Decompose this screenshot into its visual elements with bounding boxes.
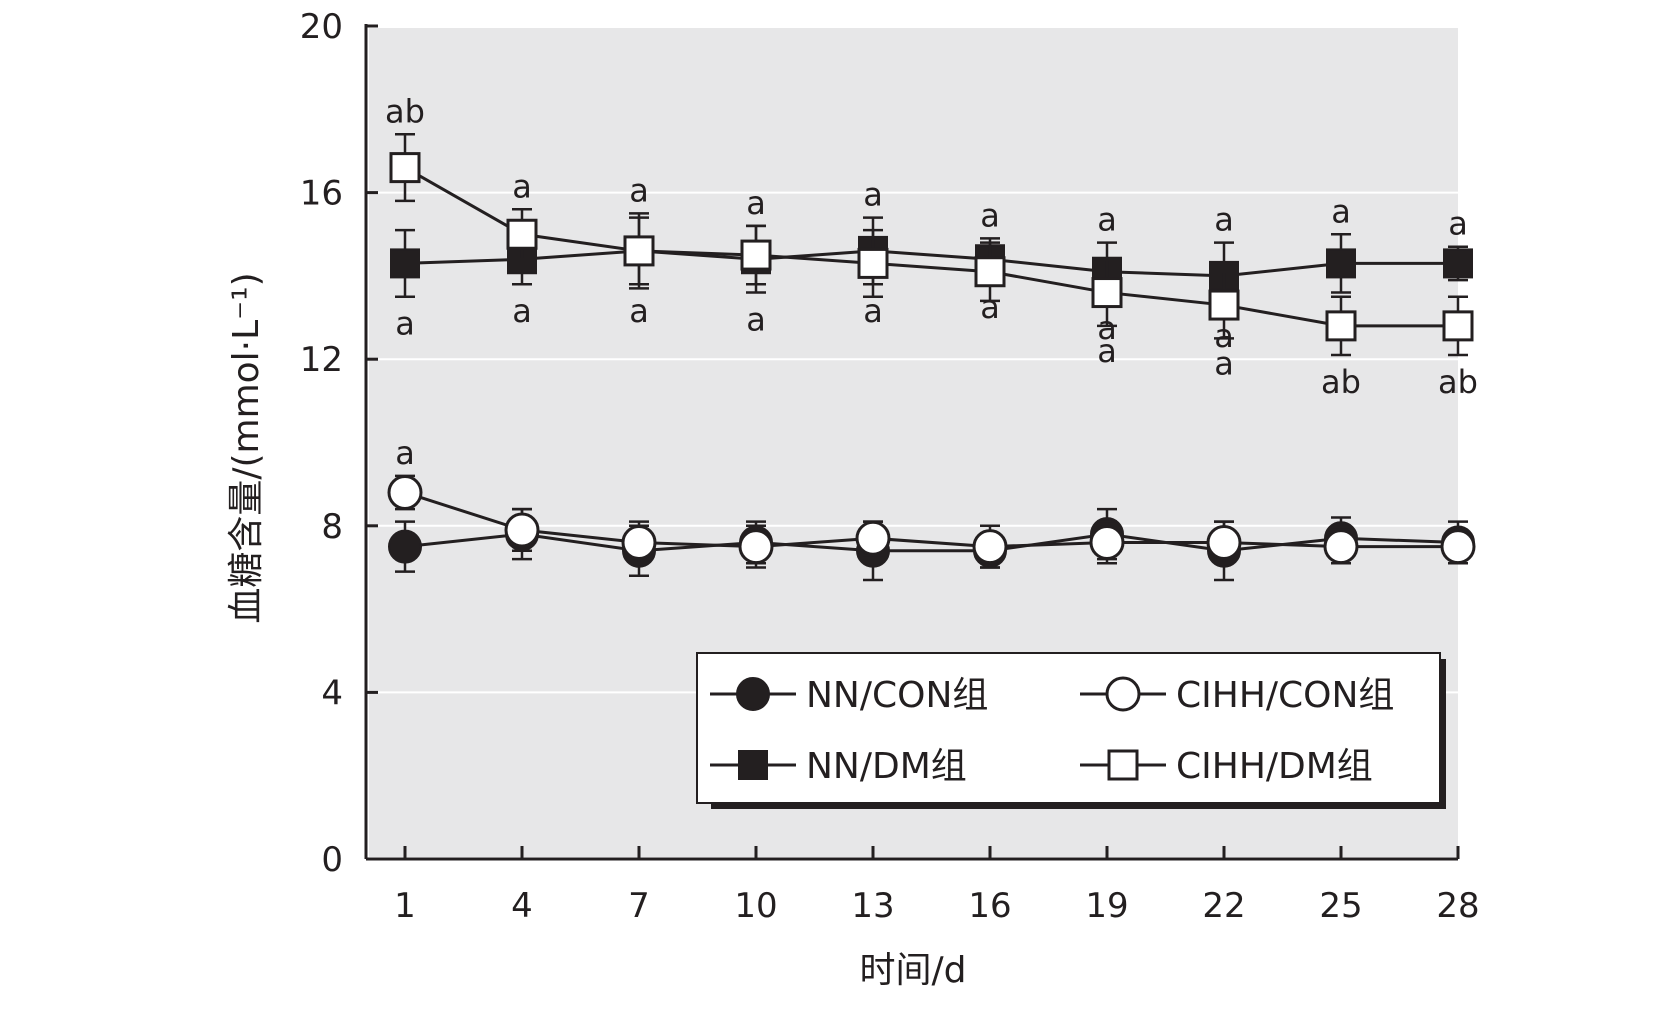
y-tick-label: 16 [300, 174, 343, 214]
significance-label: a [863, 292, 883, 330]
significance-annotations: aba a a aa a a a aa a a a a aa aab aba aa [385, 92, 1478, 472]
significance-label: a [1331, 192, 1351, 230]
series-line [404, 249, 1458, 278]
data-point [623, 235, 655, 267]
significance-label: a [980, 196, 1000, 234]
legend-item: NN/DM组 [710, 746, 967, 787]
x-axis-title: 时间/d [860, 950, 967, 991]
significance-label: a [863, 176, 883, 214]
legend-marker [738, 750, 768, 780]
data-point [1206, 524, 1242, 560]
significance-label: a [1214, 317, 1234, 355]
x-tick-label: 1 [394, 886, 416, 926]
data-point [974, 256, 1006, 288]
legend-box [696, 652, 1441, 804]
data-point [1326, 248, 1356, 279]
significance-label: ab [385, 92, 425, 130]
x-tick-label: 16 [968, 886, 1011, 926]
legend-items: NN/CON组 CIHH/CON组 NN/DM组 CIHH/DM组 [710, 675, 1394, 787]
data-point [388, 529, 422, 564]
data-point [389, 152, 421, 184]
legend-item: CIHH/DM组 [1080, 746, 1373, 787]
data-point [972, 529, 1008, 565]
data-point [390, 248, 420, 279]
data-point [855, 520, 891, 556]
x-tick-label: 13 [851, 886, 894, 926]
series-open-circle [387, 474, 1476, 569]
data-point [857, 247, 889, 279]
x-tick-label: 28 [1436, 886, 1479, 926]
significance-label: a [629, 292, 649, 330]
legend-item: NN/CON组 [710, 675, 988, 716]
y-tick-label: 8 [321, 507, 343, 547]
x-ticks: 1 4 7 10 13 16 19 22 25 28 [394, 846, 1480, 926]
significance-label: a [1448, 205, 1468, 243]
data-point [1442, 310, 1474, 342]
x-tick-label: 7 [628, 886, 650, 926]
significance-label: ab [1438, 363, 1478, 401]
data-point [738, 529, 774, 565]
data-point [1089, 524, 1125, 560]
y-tick-label: 20 [300, 7, 343, 47]
legend-marker [736, 677, 770, 711]
data-point [387, 474, 423, 510]
data-point [1091, 277, 1123, 309]
significance-label: a [629, 171, 649, 209]
significance-label: ab [1321, 363, 1361, 401]
significance-label: a [1097, 309, 1117, 347]
data-point [1443, 248, 1473, 279]
data-point [1440, 529, 1476, 565]
significance-label: a [1097, 332, 1117, 370]
legend-marker [1105, 676, 1141, 712]
x-tick-label: 22 [1202, 886, 1245, 926]
y-tick-label: 12 [300, 340, 343, 380]
significance-label: a [512, 292, 532, 330]
legend-label: NN/DM组 [806, 746, 967, 787]
y-tick-label: 0 [321, 840, 343, 880]
series-open-square [389, 133, 1474, 357]
significance-label: a [746, 301, 766, 339]
series-layer [387, 133, 1476, 582]
legend: NN/CON组 CIHH/CON组 NN/DM组 CIHH/DM组 [696, 652, 1446, 809]
data-point [1323, 529, 1359, 565]
data-point [1325, 310, 1357, 342]
legend-label: NN/CON组 [806, 675, 988, 716]
legend-marker [1107, 749, 1139, 781]
data-point [621, 524, 657, 560]
significance-label: a [1097, 201, 1117, 239]
legend-label: CIHH/DM组 [1176, 746, 1373, 787]
data-point [506, 218, 538, 250]
significance-label: a [395, 305, 415, 343]
x-tick-label: 25 [1319, 886, 1362, 926]
x-tick-label: 19 [1085, 886, 1128, 926]
x-tick-label: 10 [734, 886, 777, 926]
y-tick-label: 4 [321, 673, 343, 713]
significance-label: a [980, 288, 1000, 326]
significance-label: a [512, 167, 532, 205]
y-axis-title: 血糖含量/(mmol·L⁻¹) [226, 272, 267, 623]
y-ticks: 0 4 8 12 16 20 [300, 7, 378, 880]
legend-item: CIHH/CON组 [1080, 675, 1394, 716]
data-point [1208, 289, 1240, 321]
significance-label: a [746, 184, 766, 222]
data-point [504, 512, 540, 548]
data-point [740, 239, 772, 271]
axes [364, 24, 1458, 861]
significance-label: a [395, 434, 415, 472]
significance-label: a [1214, 201, 1234, 239]
series-line [404, 166, 1458, 328]
x-tick-label: 4 [511, 886, 533, 926]
series-line [404, 491, 1458, 549]
significance-label: a [1214, 344, 1234, 382]
legend-label: CIHH/CON组 [1176, 675, 1394, 716]
